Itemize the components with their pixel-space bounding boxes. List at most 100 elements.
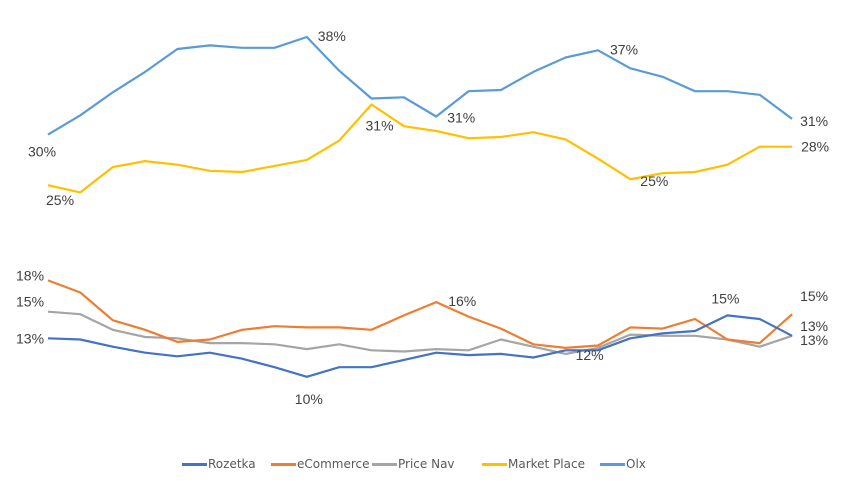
legend-label: Olx [626,457,646,471]
data-point-market-place [274,165,276,167]
data-point-olx [791,118,793,120]
data-point-rozetka [209,352,211,354]
series-line-rozetka [47,314,793,378]
data-point-price-nav [209,342,211,344]
legend-item-rozetka[interactable]: Rozetka [182,455,256,473]
data-point-market-place [435,130,437,132]
legend-item-market-place[interactable]: Market Place [482,455,585,473]
legend-label: Price Nav [398,457,455,471]
data-point-ecommerce [79,292,81,294]
data-point-ecommerce [274,325,276,327]
data-label-ecommerce: 15% [800,288,828,304]
data-point-rozetka [565,349,567,351]
legend-line-icon [271,462,296,466]
data-point-market-place [371,104,373,106]
data-point-price-nav [662,335,664,337]
data-point-olx [662,76,664,78]
data-label-market-place: 28% [801,139,829,155]
data-point-market-place [79,191,81,193]
data-point-rozetka [112,346,114,348]
data-label-price-nav: 12% [576,347,604,363]
data-point-ecommerce [694,318,696,320]
data-point-olx [435,116,437,118]
data-point-olx [694,90,696,92]
data-label-market-place: 25% [640,173,668,189]
data-point-rozetka [500,353,502,355]
data-label-rozetka: 15% [711,290,739,306]
data-point-olx [371,98,373,100]
data-label-olx: 38% [318,28,346,44]
data-label-market-place: 31% [366,118,394,134]
data-point-ecommerce [759,342,761,344]
data-point-market-place [500,136,502,138]
data-point-price-nav [500,339,502,341]
data-point-price-nav [403,351,405,353]
data-point-rozetka [403,359,405,361]
data-labels: 15% 12% 13% 18% 16% 15% 13% 10% 15% 13% 25% 31% 25% 2… [16,28,829,407]
data-point-rozetka [532,357,534,359]
legend-item-olx[interactable]: Olx [600,455,646,473]
data-point-rozetka [759,318,761,320]
data-point-rozetka [468,354,470,356]
data-point-market-place [306,159,308,161]
data-point-olx [274,47,276,49]
data-label-olx: 31% [447,110,475,126]
data-point-ecommerce [112,319,114,321]
data-point-rozetka [47,337,49,339]
chart-legend: Rozetka eCommerce Price Nav Market Place Olx [0,455,847,473]
data-point-market-place [176,164,178,166]
data-point-rozetka [629,337,631,339]
data-point-market-place [791,146,793,148]
data-point-olx [759,94,761,96]
data-point-ecommerce [629,326,631,328]
data-point-rozetka [306,376,308,378]
legend-item-ecommerce[interactable]: eCommerce [271,455,370,473]
data-point-olx [241,47,243,49]
data-point-market-place [241,171,243,173]
data-point-market-place [338,140,340,142]
data-point-rozetka [144,352,146,354]
data-point-price-nav [274,343,276,345]
legend-item-price-nav[interactable]: Price Nav [372,455,455,473]
data-point-price-nav [176,337,178,339]
series-line-ecommerce [47,279,793,349]
data-point-ecommerce [241,329,243,331]
data-point-market-place [209,170,211,172]
data-label-olx: 31% [800,113,828,129]
data-point-ecommerce [468,316,470,318]
data-point-olx [468,90,470,92]
data-point-olx [500,89,502,91]
data-label-ecommerce: 16% [448,293,476,309]
data-point-rozetka [791,335,793,337]
data-point-price-nav [47,311,49,313]
data-point-price-nav [338,343,340,345]
data-point-olx [565,57,567,59]
data-label-rozetka: 13% [16,330,44,346]
data-point-rozetka [338,366,340,368]
data-point-market-place [759,146,761,148]
data-point-price-nav [468,349,470,351]
data-point-olx [403,96,405,98]
data-point-ecommerce [435,301,437,303]
data-point-rozetka [435,352,437,354]
legend-label: Rozetka [208,457,256,471]
series-line-olx [47,35,793,136]
data-point-market-place [597,158,599,160]
data-point-market-place [565,138,567,140]
legend-label: Market Place [508,457,585,471]
data-point-rozetka [176,355,178,357]
data-point-ecommerce [726,339,728,341]
data-label-price-nav: 15% [16,294,44,310]
data-point-market-place [629,178,631,180]
data-point-rozetka [274,366,276,368]
legend-label: eCommerce [297,457,370,471]
data-point-ecommerce [532,343,534,345]
legend-line-icon [482,462,507,466]
data-point-rozetka [79,339,81,341]
data-point-market-place [694,171,696,173]
data-point-price-nav [565,353,567,355]
data-point-ecommerce [144,329,146,331]
data-point-price-nav [79,313,81,315]
data-point-price-nav [241,342,243,344]
data-point-price-nav [306,348,308,350]
